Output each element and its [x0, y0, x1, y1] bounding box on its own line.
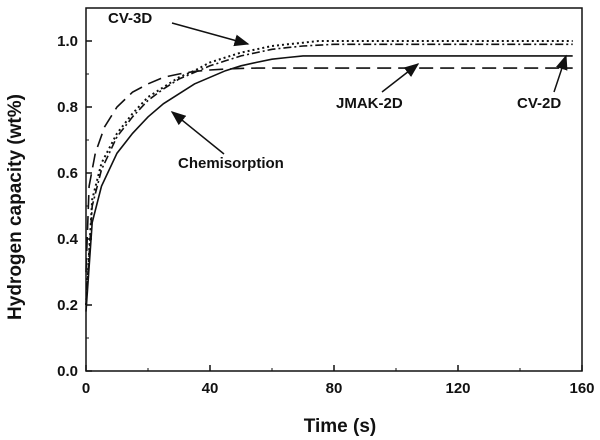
series-layer	[85, 40, 573, 312]
y-tick-label: 0.0	[57, 363, 78, 380]
y-tick-label: 0.8	[57, 99, 78, 116]
annotation-arrow	[553, 54, 568, 93]
y-tick-label: 0.4	[57, 231, 79, 248]
y-tick-label: 1.0	[57, 33, 78, 50]
y-tick-label: 0.2	[57, 297, 78, 314]
annotation-cv-3d: CV-3D	[108, 10, 152, 27]
annotation-chemisorption: Chemisorption	[178, 155, 284, 172]
plot-frame	[85, 7, 583, 372]
annotation-arrow	[171, 22, 250, 47]
series-line-cv-3d	[85, 40, 573, 306]
x-tick-label: 0	[82, 380, 90, 397]
tick-layer: 0 40 80 120 160 0.0 0.2 0.4 0.6 0.8 1.0	[57, 7, 595, 397]
x-tick-label: 80	[326, 380, 343, 397]
x-tick-label: 160	[569, 380, 594, 397]
series-line-cv-2d	[85, 55, 573, 312]
series-line-jmak-2d	[85, 67, 573, 273]
y-tick-label: 0.6	[57, 165, 78, 182]
annotation-layer: CV-3D JMAK-2D CV-2D Chemisorption	[108, 10, 568, 172]
annotation-arrow	[381, 63, 420, 93]
x-tick-label: 40	[202, 380, 219, 397]
x-axis-title: Time (s)	[304, 416, 377, 437]
y-axis-title: Hydrogen capacity (wt%)	[5, 94, 26, 320]
series-line-chemisorption	[85, 43, 573, 306]
annotation-arrow	[170, 111, 225, 155]
annotation-cv-2d: CV-2D	[517, 95, 561, 112]
annotation-jmak-2d: JMAK-2D	[336, 95, 403, 112]
x-tick-label: 120	[445, 380, 470, 397]
